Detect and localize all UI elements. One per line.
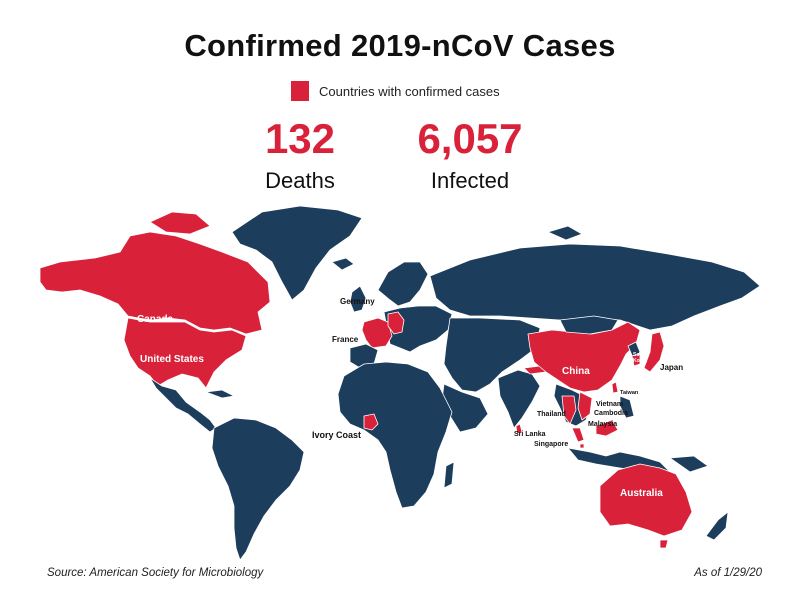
japan-shape (643, 331, 665, 373)
india-shape (497, 369, 541, 429)
infected-stat: 6,057 Infected (400, 114, 540, 194)
label-canada: Canada (137, 314, 174, 325)
label-south-korea-2: Korea (633, 358, 647, 364)
uk-shape (349, 285, 367, 313)
papua-shape (669, 455, 709, 473)
deaths-value: 132 (264, 115, 336, 162)
africa-shape (337, 361, 453, 509)
source-note: Source: American Society for Microbiolog… (47, 567, 264, 579)
south-korea-shape (631, 353, 641, 367)
sri-lanka-shape (515, 423, 523, 435)
mexico-central-america-shape (149, 377, 217, 433)
malaysia-borneo-shape (595, 419, 619, 437)
label-taiwan: Taiwan (620, 390, 639, 396)
united-states-shape (123, 317, 247, 389)
thailand-shape (561, 395, 577, 425)
page-title: Confirmed 2019-nCoV Cases (184, 28, 616, 63)
iceland-shape (331, 257, 355, 271)
label-japan: Japan (660, 363, 683, 372)
greenland-shape (231, 205, 363, 301)
vietnam-cambodia-shape (577, 391, 593, 421)
central-asia-shape (443, 317, 541, 393)
legend-swatch (291, 81, 309, 101)
tasmania-shape (659, 539, 669, 549)
ivory-coast-shape (363, 413, 379, 431)
philippines-shape (619, 395, 635, 419)
label-china: China (562, 366, 590, 377)
taiwan-shape (611, 381, 619, 394)
label-thailand: Thailand (537, 411, 566, 418)
south-america-shape (211, 417, 305, 560)
label-malaysia: Malaysia (588, 421, 617, 428)
germany-shape (387, 311, 405, 335)
singapore-shape (579, 443, 585, 449)
label-cambodia: Cambodia (594, 410, 628, 417)
russia-shape (429, 243, 761, 331)
canada-islands-shape (149, 211, 211, 235)
legend-label: Countries with confirmed cases (319, 83, 500, 99)
label-germany: Germany (340, 297, 375, 306)
canada-shape (39, 231, 271, 335)
madagascar-shape (443, 461, 455, 489)
world-map: Canada United States Ivory Coast China N… (0, 200, 800, 560)
russia-islands-shape (547, 225, 583, 241)
new-zealand-shape (705, 511, 729, 541)
label-sri-lanka: Sri Lanka (514, 431, 546, 438)
deaths-label: Deaths (265, 168, 335, 193)
label-australia: Australia (620, 488, 663, 499)
mongolia-shape (559, 315, 619, 335)
label-south-korea-1: South (633, 352, 647, 358)
cuba-shape (205, 389, 235, 399)
label-ivory-coast: Ivory Coast (312, 430, 361, 440)
scandinavia-shape (377, 261, 429, 307)
label-singapore: Singapore (534, 441, 568, 448)
australia-shape (599, 463, 693, 537)
label-united-states: United States (140, 354, 204, 365)
label-vietnam: Vietnam (596, 401, 623, 408)
infected-value: 6,057 (417, 115, 523, 162)
label-france: France (332, 335, 359, 344)
legend: Countries with confirmed cases (291, 81, 500, 101)
deaths-stat: 132 Deaths (245, 114, 355, 194)
label-nepal: Nepal (536, 374, 550, 380)
france-shape (361, 317, 393, 349)
infected-label: Infected (430, 168, 510, 193)
as-of-date: As of 1/29/20 (694, 567, 762, 579)
malaysia-shape (571, 427, 585, 443)
